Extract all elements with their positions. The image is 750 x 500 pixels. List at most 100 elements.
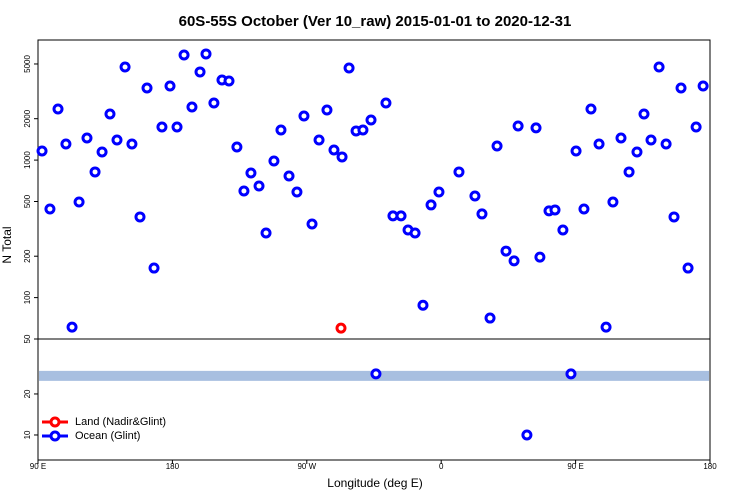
point <box>81 132 93 144</box>
y-tick-label: 50 <box>23 334 32 343</box>
point <box>104 108 116 120</box>
point <box>469 190 481 202</box>
point <box>453 166 465 178</box>
point <box>530 122 542 134</box>
point <box>623 166 635 178</box>
y-tick-label: 1000 <box>23 151 32 169</box>
point <box>111 134 123 146</box>
y-tick-label: 500 <box>23 194 32 208</box>
point <box>593 138 605 150</box>
point <box>585 103 597 115</box>
point <box>171 121 183 133</box>
point <box>417 299 429 311</box>
legend-swatch-marker <box>49 416 61 428</box>
point <box>521 429 533 441</box>
point <box>645 134 657 146</box>
point <box>321 104 333 116</box>
point <box>476 208 488 220</box>
point <box>370 368 382 380</box>
point <box>194 66 206 78</box>
point <box>119 61 131 73</box>
point <box>409 227 421 239</box>
point <box>200 48 212 60</box>
y-tick-label: 20 <box>23 389 32 398</box>
point <box>484 312 496 324</box>
point <box>306 218 318 230</box>
x-tick-label: 90 E <box>30 462 46 471</box>
point <box>141 82 153 94</box>
y-tick-label: 5000 <box>23 55 32 73</box>
point <box>52 103 64 115</box>
y-tick-label: 10 <box>23 430 32 439</box>
point <box>156 121 168 133</box>
y-tick-label: 100 <box>23 290 32 304</box>
point <box>126 138 138 150</box>
x-tick-label: 180 <box>166 462 180 471</box>
point <box>291 186 303 198</box>
point <box>298 110 310 122</box>
y-axis-label: N Total <box>0 226 14 263</box>
point <box>508 255 520 267</box>
point <box>631 146 643 158</box>
point <box>186 101 198 113</box>
chart-title: 60S-55S October (Ver 10_raw) 2015-01-01 … <box>179 13 572 30</box>
point <box>668 211 680 223</box>
point <box>36 145 48 157</box>
lower-frame <box>37 338 711 461</box>
point <box>600 321 612 333</box>
point <box>245 167 257 179</box>
point <box>335 322 347 334</box>
point <box>148 262 160 274</box>
point <box>357 124 369 136</box>
point <box>565 368 577 380</box>
x-tick-label: 90 E <box>567 462 583 471</box>
point <box>336 151 348 163</box>
point <box>223 75 235 87</box>
point <box>425 199 437 211</box>
x-tick-label: 180 <box>703 462 717 471</box>
y-tick-label: 2000 <box>23 109 32 127</box>
point <box>275 124 287 136</box>
point <box>615 132 627 144</box>
point <box>313 134 325 146</box>
point <box>653 61 665 73</box>
point <box>268 155 280 167</box>
point <box>690 121 702 133</box>
point <box>66 321 78 333</box>
point <box>660 138 672 150</box>
point <box>433 186 445 198</box>
point <box>253 180 265 192</box>
point <box>164 80 176 92</box>
point <box>675 82 687 94</box>
point <box>395 210 407 222</box>
point <box>570 145 582 157</box>
point <box>283 170 295 182</box>
legend-label: Land (Nadir&Glint) <box>75 416 166 428</box>
point <box>89 166 101 178</box>
point <box>60 138 72 150</box>
point <box>512 120 524 132</box>
point <box>500 245 512 257</box>
x-tick-label: 0 <box>439 462 444 471</box>
point <box>697 80 709 92</box>
point <box>607 196 619 208</box>
point <box>208 97 220 109</box>
point <box>134 211 146 223</box>
point <box>343 62 355 74</box>
legend-label: Ocean (Glint) <box>75 430 140 442</box>
x-tick-label: 90 W <box>297 462 316 471</box>
point <box>328 144 340 156</box>
point <box>549 204 561 216</box>
point <box>96 146 108 158</box>
upper-frame <box>37 39 711 340</box>
point <box>491 140 503 152</box>
point <box>231 141 243 153</box>
point <box>44 203 56 215</box>
point <box>178 49 190 61</box>
point <box>638 108 650 120</box>
point <box>238 185 250 197</box>
x-axis-label: Longitude (deg E) <box>327 476 422 490</box>
point <box>73 196 85 208</box>
